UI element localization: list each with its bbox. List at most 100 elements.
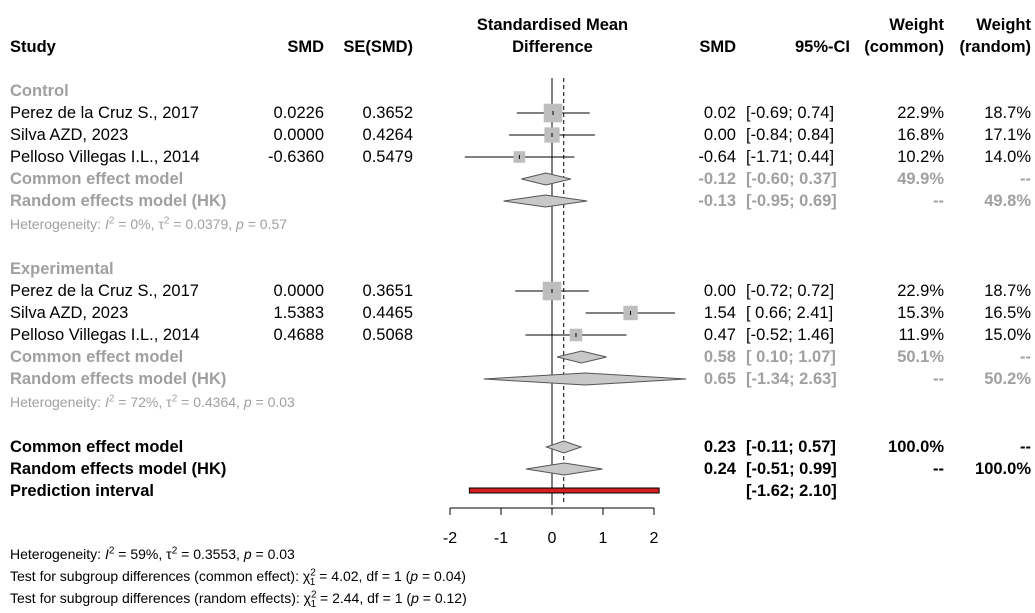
study-weight-random: 17.1%: [984, 126, 1031, 144]
subgroup-random-label: Random effects model (HK): [10, 370, 227, 388]
study-se: 0.4264: [362, 126, 413, 144]
overall-common-ci: [-0.11; 0.57]: [746, 438, 836, 456]
overall-heterogeneity: Heterogeneity: I2 = 59%, τ2 = 0.3553, p …: [10, 545, 295, 562]
study-label: Perez de la Cruz S., 2017: [10, 282, 199, 300]
study-weight-random: 18.7%: [984, 282, 1031, 300]
header-weight-common-line1: Weight: [889, 16, 944, 34]
overall-common-weight-common: 100.0%: [888, 438, 944, 456]
study-weight-random: 15.0%: [984, 326, 1031, 344]
study-ci: [-0.84; 0.84]: [746, 126, 835, 144]
subgroup-random-diamond: [503, 194, 588, 208]
subgroup-random-weight-common: --: [933, 192, 944, 210]
prediction-interval-bar: [468, 487, 660, 494]
x-tick-label: -2: [443, 530, 457, 547]
subgroup-title-experimental: Experimental: [10, 260, 114, 278]
study-se: 0.3651: [362, 282, 413, 300]
subgroup-heterogeneity: Heterogeneity: I2 = 0%, τ2 = 0.0379, p =…: [10, 215, 288, 232]
study-estimate: 0.00: [703, 126, 736, 144]
study-weight-common: 22.9%: [897, 282, 944, 300]
prediction-interval-ci: [-1.62; 2.10]: [746, 482, 837, 500]
subgroup-common-diamond: [556, 350, 607, 364]
subgroup-random-ci: [-0.95; 0.69]: [746, 192, 837, 210]
study-weight-random: 16.5%: [984, 304, 1031, 322]
study-ci: [-0.72; 0.72]: [746, 282, 835, 300]
study-label: Perez de la Cruz S., 2017: [10, 104, 199, 122]
overall-random-diamond: [525, 462, 603, 476]
header-weight-random-line1: Weight: [976, 16, 1031, 34]
study-weight-common: 16.8%: [897, 126, 944, 144]
subgroup-heterogeneity: Heterogeneity: I2 = 72%, τ2 = 0.4364, p …: [10, 393, 295, 410]
overall-random-weight-random: 100.0%: [975, 460, 1031, 478]
subgroup-random-ci: [-1.34; 2.63]: [746, 370, 837, 388]
overall-common-estimate: 0.23: [703, 438, 736, 456]
overall-random-ci: [-0.51; 0.99]: [746, 460, 837, 478]
header-smd-estimate: SMD: [699, 38, 736, 56]
study-smd: 1.5383: [273, 304, 324, 322]
study-smd: 0.4688: [273, 326, 324, 344]
subgroup-common-weight-common: 50.1%: [897, 348, 944, 366]
study-label: Pelloso Villegas I.L., 2014: [10, 148, 200, 166]
subgroup-common-weight-random: --: [1020, 348, 1031, 366]
study-estimate: 0.00: [703, 282, 736, 300]
study-se: 0.4465: [362, 304, 413, 322]
overall-common-label: Common effect model: [10, 438, 184, 456]
study-se: 0.3652: [362, 104, 413, 122]
study-ci: [-0.52; 1.46]: [746, 326, 835, 344]
study-ci: [ 0.66; 2.41]: [746, 304, 834, 322]
study-weight-random: 14.0%: [984, 148, 1031, 166]
subgroup-common-ci: [ 0.10; 1.07]: [746, 348, 836, 366]
prediction-interval-label: Prediction interval: [10, 482, 154, 500]
subgroup-common-ci: [-0.60; 0.37]: [746, 170, 837, 188]
subgroup-random-diamond: [483, 372, 687, 386]
subgroup-common-label: Common effect model: [10, 348, 184, 366]
subgroup-common-weight-common: 49.9%: [897, 170, 944, 188]
test-subgroup-common: Test for subgroup differences (common ef…: [10, 567, 466, 588]
study-weight-common: 15.3%: [897, 304, 944, 322]
study-estimate: -0.64: [698, 148, 736, 166]
study-estimate: 0.47: [703, 326, 736, 344]
header-se-smd: SE(SMD): [343, 38, 413, 56]
study-smd: 0.0000: [273, 282, 324, 300]
study-estimate: 0.02: [703, 104, 736, 122]
overall-random-weight-common: --: [933, 460, 944, 478]
study-smd: -0.6360: [268, 148, 324, 166]
subgroup-common-estimate: -0.12: [698, 170, 736, 188]
header-smd: SMD: [287, 38, 324, 56]
subgroup-random-weight-random: 50.2%: [984, 370, 1031, 388]
subgroup-random-weight-common: --: [933, 370, 944, 388]
overall-common-weight-random: --: [1020, 438, 1031, 456]
subgroup-random-estimate: -0.13: [698, 192, 736, 210]
study-label: Silva AZD, 2023: [10, 304, 129, 322]
overall-random-estimate: 0.24: [703, 460, 736, 478]
subgroup-common-label: Common effect model: [10, 170, 184, 188]
overall-common-diamond: [544, 440, 583, 454]
header-plot-title-line1: Standardised Mean: [476, 16, 629, 34]
study-label: Silva AZD, 2023: [10, 126, 129, 144]
subgroup-common-diamond: [521, 172, 571, 186]
subgroup-common-weight-random: --: [1020, 170, 1031, 188]
study-estimate: 1.54: [703, 304, 736, 322]
study-weight-random: 18.7%: [984, 104, 1031, 122]
subgroup-random-weight-random: 49.8%: [984, 192, 1031, 210]
study-weight-common: 11.9%: [898, 326, 944, 344]
header-weight-common-line2: (common): [864, 38, 944, 56]
header-ci: 95%-CI: [794, 38, 850, 56]
x-tick-label: 2: [650, 530, 659, 547]
study-ci: [-0.69; 0.74]: [746, 104, 835, 122]
subgroup-common-estimate: 0.58: [703, 348, 736, 366]
header-plot-title-line2: Difference: [512, 38, 593, 56]
test-subgroup-random: Test for subgroup differences (random ef…: [10, 589, 467, 610]
subgroup-title-control: Control: [10, 82, 69, 100]
overall-random-label: Random effects model (HK): [10, 460, 227, 478]
study-ci: [-1.71; 0.44]: [746, 148, 835, 166]
subgroup-random-label: Random effects model (HK): [10, 192, 227, 210]
x-tick-label: 0: [548, 530, 557, 547]
subgroup-random-estimate: 0.65: [703, 370, 736, 388]
study-se: 0.5068: [362, 326, 413, 344]
study-se: 0.5479: [362, 148, 413, 166]
header-study: Study: [10, 38, 56, 56]
x-tick-label: 1: [599, 530, 608, 547]
x-tick-label: -1: [494, 530, 508, 547]
study-weight-common: 10.2%: [897, 148, 944, 166]
